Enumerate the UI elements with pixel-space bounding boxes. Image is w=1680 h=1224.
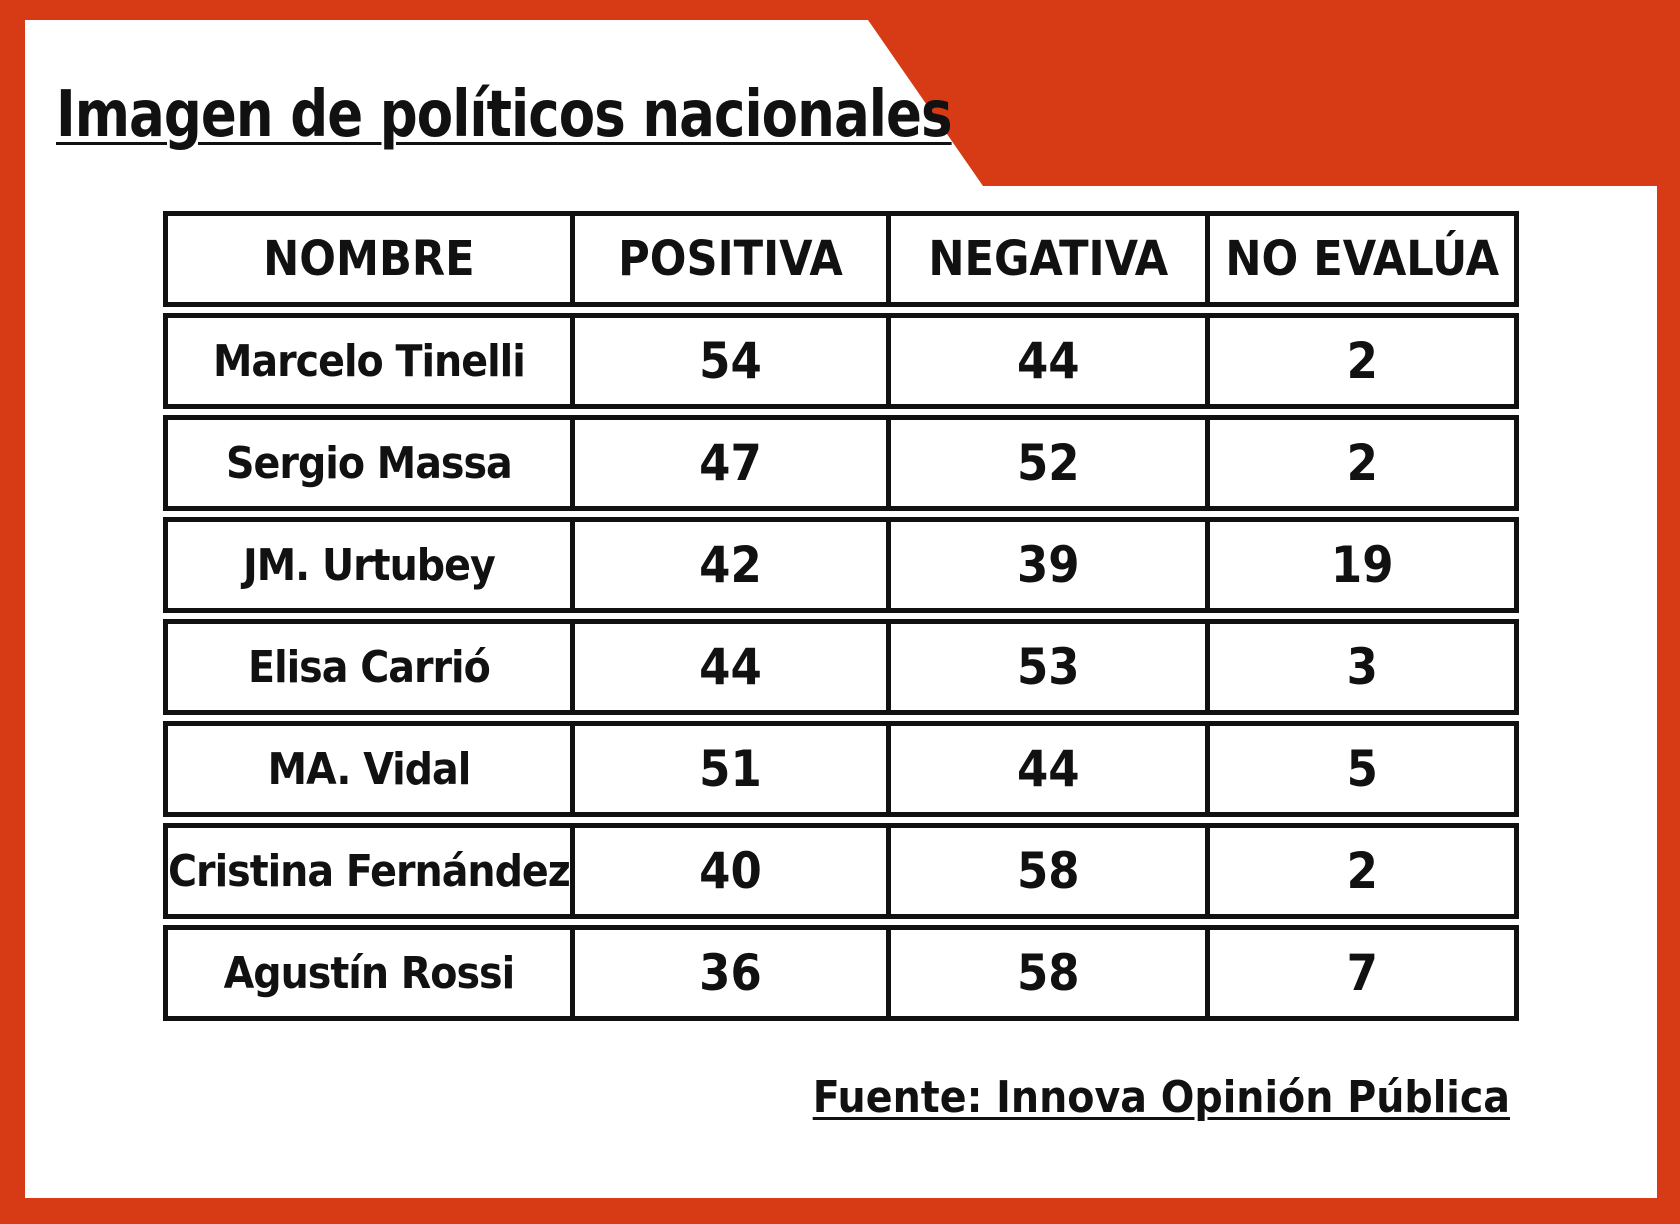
table-header-row: NOMBRE POSITIVA NEGATIVA NO EVALÚA <box>163 211 1519 307</box>
cell-no-evalua: 2 <box>1205 313 1519 409</box>
cell-nombre: Elisa Carrió <box>163 619 570 715</box>
table-row: Elisa Carrió 44 53 3 <box>163 619 1519 715</box>
cell-negativa: 58 <box>886 925 1206 1021</box>
table-row: Marcelo Tinelli 54 44 2 <box>163 313 1519 409</box>
cell-negativa: 39 <box>886 517 1206 613</box>
cell-no-evalua: 19 <box>1205 517 1519 613</box>
chart-title: Imagen de políticos nacionales <box>56 78 953 152</box>
table-row: JM. Urtubey 42 39 19 <box>163 517 1519 613</box>
column-header-nombre: NOMBRE <box>163 211 570 307</box>
cell-nombre: Cristina Fernández <box>163 823 571 919</box>
cell-negativa: 52 <box>886 415 1206 511</box>
cell-positiva: 36 <box>569 925 887 1021</box>
cell-positiva: 40 <box>569 823 887 919</box>
cell-positiva: 54 <box>569 313 887 409</box>
cell-positiva: 47 <box>569 415 887 511</box>
poll-table: NOMBRE POSITIVA NEGATIVA NO EVALÚA Marce… <box>163 205 1519 1027</box>
column-header-positiva: POSITIVA <box>569 211 887 307</box>
table-row: Sergio Massa 47 52 2 <box>163 415 1519 511</box>
cell-positiva: 51 <box>569 721 887 817</box>
cell-negativa: 58 <box>886 823 1206 919</box>
cell-nombre: Agustín Rossi <box>163 925 570 1021</box>
cell-no-evalua: 2 <box>1205 415 1519 511</box>
table-body: Marcelo Tinelli 54 44 2 Sergio Massa 47 52 2 JM.… <box>163 313 1519 1021</box>
cell-positiva: 42 <box>569 517 887 613</box>
cell-no-evalua: 5 <box>1205 721 1519 817</box>
cell-no-evalua: 3 <box>1205 619 1519 715</box>
column-header-negativa: NEGATIVA <box>886 211 1206 307</box>
cell-nombre: MA. Vidal <box>163 721 570 817</box>
cell-no-evalua: 7 <box>1205 925 1519 1021</box>
cell-positiva: 44 <box>569 619 887 715</box>
cell-negativa: 53 <box>886 619 1206 715</box>
table-row: Cristina Fernández 40 58 2 <box>163 823 1519 919</box>
cell-no-evalua: 2 <box>1205 823 1519 919</box>
source-note: Fuente: Innova Opinión Pública <box>812 1072 1510 1123</box>
cell-nombre: JM. Urtubey <box>163 517 570 613</box>
cell-nombre: Marcelo Tinelli <box>163 313 570 409</box>
cell-negativa: 44 <box>886 721 1206 817</box>
table-row: Agustín Rossi 36 58 7 <box>163 925 1519 1021</box>
table-row: MA. Vidal 51 44 5 <box>163 721 1519 817</box>
cell-nombre: Sergio Massa <box>163 415 570 511</box>
cell-negativa: 44 <box>886 313 1206 409</box>
column-header-no-evalua: NO EVALÚA <box>1205 211 1519 307</box>
